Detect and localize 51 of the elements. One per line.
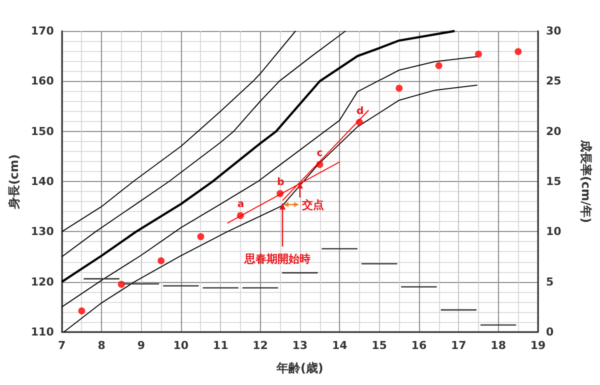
y-tick-label: 120 [30, 275, 54, 288]
x-tick-label: 14 [332, 339, 348, 352]
point [276, 190, 284, 198]
x-tick-label: 19 [530, 339, 546, 352]
x-tick-label: 16 [411, 339, 427, 352]
point [435, 62, 442, 70]
x-tick-label: 11 [212, 339, 228, 352]
x-tick-label: 10 [173, 339, 189, 352]
y-tick-label: 140 [30, 175, 54, 188]
y2-tick-label: 10 [546, 225, 562, 238]
annotation: 交点 [300, 198, 324, 212]
y2-tick-label: 5 [546, 275, 554, 288]
y2-tick-label: 0 [546, 326, 554, 338]
y2-tick-label: 25 [546, 74, 562, 88]
x-tick-label: 15 [372, 339, 387, 352]
point [356, 118, 363, 126]
x-tick-label: 12 [252, 339, 268, 352]
line-series [61, 30, 296, 232]
y-tick-label: 170 [30, 24, 54, 38]
y-tick-label: 160 [30, 74, 54, 88]
annotation: a [237, 199, 244, 210]
x-tick-label: 18 [490, 339, 506, 352]
point [236, 212, 244, 220]
line-series [63, 84, 478, 332]
point [514, 48, 522, 56]
x-axis-title: 年齢(歳) [275, 361, 324, 375]
x-tick-label: 7 [58, 339, 66, 352]
y-tick-label: 110 [30, 326, 54, 338]
point [396, 84, 403, 92]
y-tick-label: 130 [30, 225, 54, 238]
annotation: b [277, 177, 284, 188]
point [78, 307, 86, 314]
annotation: d [356, 106, 364, 117]
x-tick-label: 8 [98, 339, 106, 352]
y2-tick-label: 30 [546, 24, 562, 38]
annotation: c [316, 148, 323, 159]
y2-axis-title: 成長率(cm/年) [579, 139, 593, 223]
annotation: 思春期開始時 [243, 252, 310, 266]
y2-tick-label: 20 [546, 124, 562, 138]
x-tick-label: 17 [450, 339, 466, 352]
x-tick-label: 9 [137, 339, 146, 352]
point [316, 160, 324, 168]
y-axis-title: 身長(cm) [7, 154, 21, 210]
point [197, 233, 204, 240]
x-tick-label: 13 [292, 339, 308, 352]
y-tick-label: 150 [30, 124, 54, 138]
line-series [60, 30, 456, 283]
point [158, 257, 165, 264]
point [474, 50, 482, 58]
point [118, 280, 125, 288]
y2-tick-label: 15 [546, 175, 562, 188]
